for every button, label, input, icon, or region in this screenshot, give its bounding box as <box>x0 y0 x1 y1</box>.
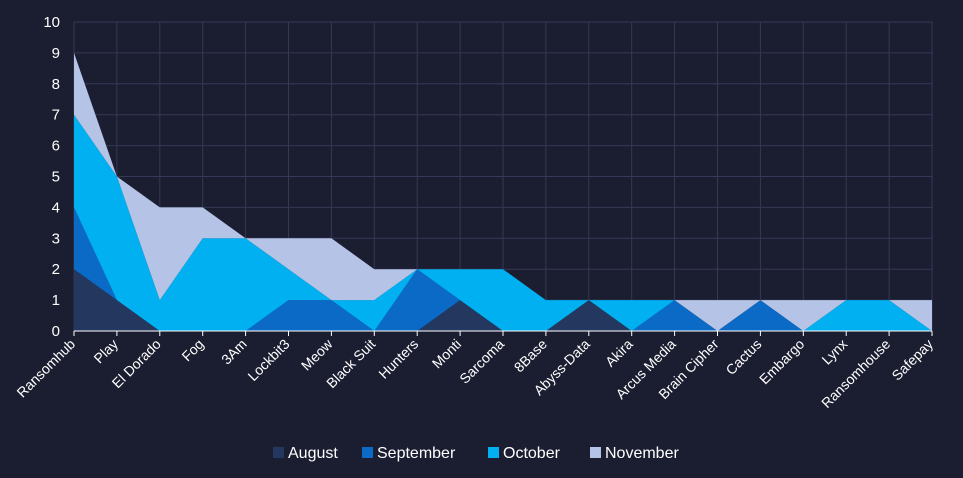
x-tick-label: Meow <box>298 335 336 373</box>
x-tick-label: 8Base <box>511 336 551 376</box>
series-area-october <box>74 114 932 331</box>
legend-swatch <box>362 447 373 458</box>
legend-item-november: November <box>590 445 679 462</box>
x-tick-label: Lockbit3 <box>244 336 292 384</box>
legend-item-august: August <box>273 445 338 462</box>
legend-item-october: October <box>488 445 561 462</box>
x-tick-label: Lynx <box>818 336 850 368</box>
x-tick-label: Cactus <box>722 336 764 378</box>
legend-item-september: September <box>362 445 456 462</box>
series-area-november <box>74 52 932 332</box>
y-tick-label: 10 <box>43 14 60 31</box>
y-axis-labels: 0 1 2 3 4 5 6 7 8 9 10 <box>43 14 60 340</box>
legend-label: October <box>503 445 561 462</box>
y-tick-label: 4 <box>52 199 60 216</box>
x-tick-label: 3Am <box>218 336 250 368</box>
x-tick-label: Hunters <box>375 336 421 382</box>
x-axis <box>73 330 933 336</box>
x-tick-label: Akira <box>602 336 636 370</box>
legend-swatch <box>488 447 499 458</box>
x-tick-label: Safepay <box>888 336 936 384</box>
y-tick-label: 7 <box>52 107 60 124</box>
y-tick-label: 1 <box>52 292 60 309</box>
legend-label: September <box>377 445 456 462</box>
x-tick-label: Ransomhub <box>13 336 78 401</box>
y-tick-label: 0 <box>52 323 60 340</box>
y-tick-label: 5 <box>52 169 60 186</box>
x-tick-label: Embargo <box>756 336 808 388</box>
x-tick-label: Play <box>90 336 121 367</box>
series-areas <box>74 52 932 332</box>
legend: August September October November <box>273 445 679 462</box>
y-tick-label: 8 <box>52 76 60 93</box>
legend-swatch <box>590 447 601 458</box>
y-tick-label: 3 <box>52 230 60 247</box>
x-tick-label: Monti <box>429 336 465 372</box>
legend-label: November <box>605 445 679 462</box>
y-tick-label: 9 <box>52 45 60 62</box>
legend-swatch <box>273 447 284 458</box>
legend-label: August <box>288 445 338 462</box>
y-tick-label: 6 <box>52 138 60 155</box>
x-tick-label: Sarcoma <box>456 336 507 387</box>
y-tick-label: 2 <box>52 261 60 278</box>
x-tick-label: Fog <box>178 336 206 364</box>
